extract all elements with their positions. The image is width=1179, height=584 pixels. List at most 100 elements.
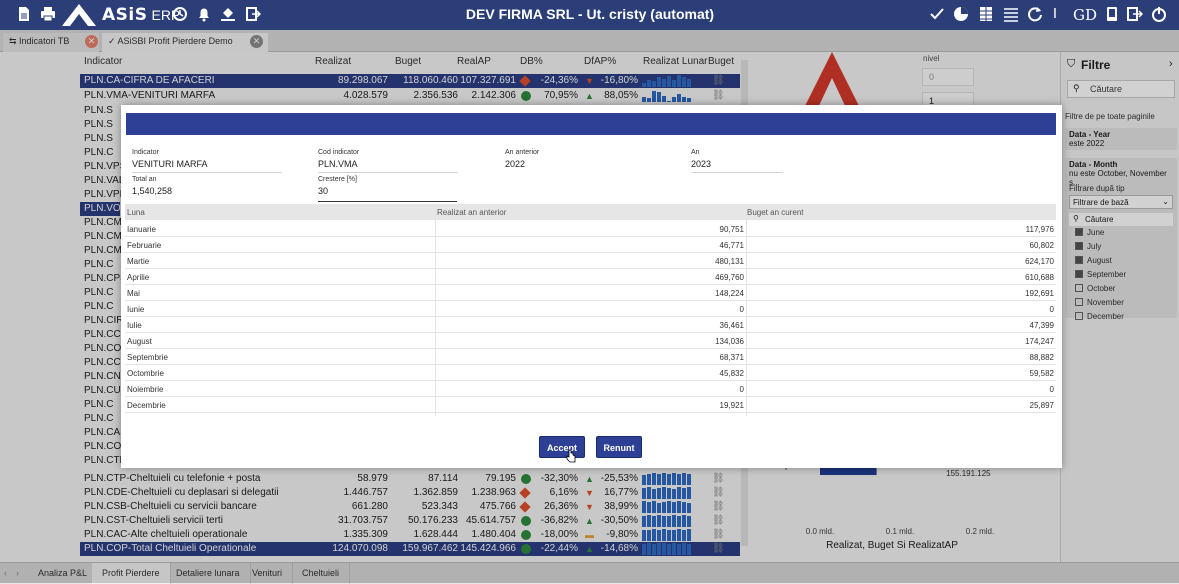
col-indicator[interactable]: Indicator xyxy=(84,56,123,67)
buget-cell[interactable]: 47,399 xyxy=(1029,321,1054,330)
table-row[interactable]: PLN.C xyxy=(80,412,120,426)
prev-page-icon[interactable]: ‹ xyxy=(4,568,7,578)
table-row[interactable]: PLN.C xyxy=(80,398,120,412)
table-row[interactable]: PLN.VPR xyxy=(80,188,127,202)
checkbox-icon[interactable] xyxy=(1075,270,1083,278)
month-row[interactable]: Februarie 46,771 60,802 xyxy=(125,237,1056,253)
table-row[interactable]: PLN.CAS xyxy=(80,426,127,440)
link-icon[interactable]: ⛓ xyxy=(712,529,725,540)
table-row[interactable]: PLN.VAL xyxy=(80,174,124,188)
an-field[interactable]: 2023 xyxy=(691,159,783,173)
table-row[interactable]: PLN.CMI xyxy=(80,230,125,244)
checkbox-icon[interactable] xyxy=(1075,228,1083,236)
cancel-button[interactable]: Renunt xyxy=(596,436,642,458)
logout-icon[interactable] xyxy=(1127,6,1144,22)
buget-cell[interactable]: 25,897 xyxy=(1029,401,1054,410)
close-tab-icon[interactable]: ✕ xyxy=(85,35,98,48)
checkbox-icon[interactable] xyxy=(1075,242,1083,250)
buget-cell[interactable]: 610,688 xyxy=(1025,273,1054,282)
table-row[interactable]: PLN.C xyxy=(80,258,120,272)
buget-cell[interactable]: 192,691 xyxy=(1025,289,1054,298)
table-row[interactable]: PLN.CCR xyxy=(80,356,128,370)
link-icon[interactable]: ⛓ xyxy=(712,75,725,86)
checkbox-icon[interactable] xyxy=(1075,312,1083,320)
mobile-icon[interactable] xyxy=(1104,6,1120,22)
month-checkbox-item[interactable]: July xyxy=(1075,242,1101,251)
month-checkbox-item[interactable]: October xyxy=(1075,284,1115,293)
buget-cell[interactable]: 117,976 xyxy=(1025,225,1054,234)
page-tab[interactable]: Cheltuieli xyxy=(292,563,351,584)
month-row[interactable]: Decembrie 19,921 25,897 xyxy=(125,397,1056,413)
table-row[interactable]: PLN.VPS xyxy=(80,160,126,174)
col-dfap[interactable]: DfAP% xyxy=(584,56,617,67)
buget-cell[interactable]: 174,247 xyxy=(1025,337,1054,346)
nivel-input[interactable]: 0 xyxy=(922,68,974,86)
table-row[interactable]: PLN.COM xyxy=(80,440,130,454)
tab-indicatori-tb[interactable]: ⇆ Indicatori TB ✕ xyxy=(3,33,99,52)
month-row[interactable]: Iulie 36,461 47,399 xyxy=(125,317,1056,333)
filter-card-year[interactable]: Data - Year este 2022 xyxy=(1065,128,1177,150)
power-icon[interactable] xyxy=(1151,6,1167,22)
table-row[interactable]: PLN.CCO xyxy=(80,328,128,342)
table-row[interactable]: PLN.CTR xyxy=(80,454,127,468)
collapse-icon[interactable]: › xyxy=(1169,58,1173,70)
page-tab[interactable]: Venituri xyxy=(242,563,294,584)
table-row[interactable]: PLN.CST-Cheltuieli servicii terti 31.703.… xyxy=(80,514,740,528)
table-row[interactable]: PLN.CAC-Alte cheltuieli operationale 1.33… xyxy=(80,528,740,542)
filters-search-input[interactable]: Căutare xyxy=(1067,80,1175,98)
checkbox-icon[interactable] xyxy=(1075,284,1083,292)
table-icon[interactable] xyxy=(978,6,994,22)
table-row[interactable]: PLN.CTP-Cheltuieli cu telefonie + posta 5… xyxy=(80,472,740,486)
buget-cell[interactable]: 59,582 xyxy=(1029,369,1054,378)
table-row[interactable]: PLN.CUT xyxy=(80,384,127,398)
check-icon[interactable] xyxy=(929,6,945,22)
month-checkbox-item[interactable]: December xyxy=(1075,312,1124,321)
bell-icon[interactable] xyxy=(196,6,212,22)
document-icon[interactable] xyxy=(16,6,32,22)
col-bgt[interactable]: Buget xyxy=(708,56,735,67)
month-checkbox-item[interactable]: November xyxy=(1075,298,1124,307)
table-row[interactable]: PLN.CSB-Cheltuieli cu servicii bancare 66… xyxy=(80,500,740,514)
table-row[interactable]: PLN.COE xyxy=(80,342,128,356)
cod-indicator-field[interactable]: PLN.VMA xyxy=(318,159,458,173)
refresh-icon[interactable] xyxy=(1027,6,1043,22)
link-icon[interactable]: ⛓ xyxy=(712,487,725,498)
history-icon[interactable] xyxy=(172,6,188,22)
link-icon[interactable]: ⛓ xyxy=(712,473,725,484)
next-page-icon[interactable]: › xyxy=(16,568,19,578)
table-row[interactable]: PLN.COP-Total Cheltuieli Operationale 124… xyxy=(80,542,740,556)
month-row[interactable]: Mai 148,224 192,691 xyxy=(125,285,1056,301)
tab-profit-pierdere-demo[interactable]: ✓ ASiSBI Profit Pierdere Demo ✕ xyxy=(102,33,268,52)
close-tab-icon[interactable]: ✕ xyxy=(250,35,263,48)
table-row[interactable]: PLN.CMI xyxy=(80,244,125,258)
month-row[interactable]: Iunie 0 0 xyxy=(125,301,1056,317)
month-row[interactable]: Octombrie 45,832 59,582 xyxy=(125,365,1056,381)
checkbox-icon[interactable] xyxy=(1075,298,1083,306)
table-row[interactable]: PLN.S xyxy=(80,104,120,118)
page-tab[interactable]: Profit Pierdere xyxy=(92,563,171,584)
user-initials[interactable]: GD xyxy=(1073,6,1098,24)
buget-cell[interactable]: 0 xyxy=(1049,385,1054,394)
fill-bucket-icon[interactable] xyxy=(220,6,236,22)
table-row[interactable]: PLN.C xyxy=(80,300,120,314)
exit-icon[interactable] xyxy=(245,6,262,22)
col-lunar[interactable]: Realizat Lunar xyxy=(643,56,708,67)
table-row[interactable]: PLN.CNS xyxy=(80,370,127,384)
table-row[interactable]: PLN.S xyxy=(80,118,120,132)
month-checkbox-item[interactable]: June xyxy=(1075,228,1104,237)
filter-card-month[interactable]: Data - Month nu este October, November s… xyxy=(1065,158,1177,318)
pie-chart-icon[interactable] xyxy=(953,6,969,22)
month-checkbox-item[interactable]: August xyxy=(1075,256,1112,265)
crestere-input[interactable]: 30 xyxy=(318,186,457,202)
checkbox-icon[interactable] xyxy=(1075,256,1083,264)
col-buget[interactable]: Buget xyxy=(395,56,422,67)
table-row[interactable]: PLN.S xyxy=(80,132,120,146)
list-icon[interactable] xyxy=(1003,6,1019,22)
month-row[interactable]: Aprilie 469,760 610,688 xyxy=(125,269,1056,285)
an-anterior-field[interactable]: 2022 xyxy=(505,159,526,169)
month-row[interactable]: Ianuarie 90,751 117,976 xyxy=(125,221,1056,237)
month-search-input[interactable]: Căutare xyxy=(1069,213,1173,226)
page-tab[interactable]: Detaliere lunara xyxy=(166,563,251,584)
total-an-field[interactable]: 1,540,258 xyxy=(132,186,173,196)
table-row[interactable]: PLN.CA-CIFRA DE AFACERI 89.298.067 118.060… xyxy=(80,74,740,88)
